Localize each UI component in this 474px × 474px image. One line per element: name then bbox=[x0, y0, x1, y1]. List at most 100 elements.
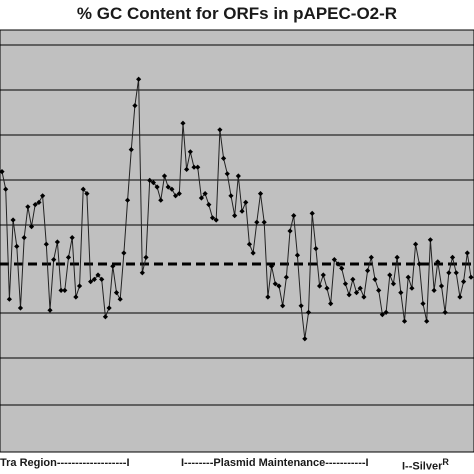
data-point bbox=[121, 250, 127, 256]
data-point bbox=[154, 184, 160, 190]
data-point bbox=[202, 191, 208, 197]
data-point bbox=[51, 257, 57, 263]
data-point bbox=[331, 257, 337, 263]
data-point bbox=[342, 281, 349, 287]
data-point bbox=[257, 191, 264, 197]
data-point bbox=[272, 281, 278, 287]
data-point bbox=[128, 147, 134, 153]
data-point bbox=[172, 193, 179, 199]
data-point bbox=[431, 287, 437, 293]
data-point bbox=[464, 250, 470, 256]
data-point bbox=[413, 241, 419, 247]
data-point bbox=[298, 303, 304, 309]
data-point bbox=[40, 193, 46, 199]
data-point bbox=[265, 294, 271, 300]
data-point bbox=[76, 283, 83, 289]
data-point bbox=[195, 164, 201, 170]
data-point bbox=[364, 268, 371, 274]
data-point bbox=[143, 254, 149, 260]
data-point bbox=[291, 213, 297, 219]
data-point bbox=[36, 199, 42, 205]
data-point bbox=[17, 305, 24, 311]
data-point bbox=[328, 301, 334, 307]
data-point bbox=[158, 197, 164, 203]
data-point bbox=[84, 191, 90, 197]
data-point bbox=[32, 202, 38, 208]
data-point bbox=[139, 270, 145, 276]
data-point bbox=[309, 210, 315, 216]
data-point bbox=[243, 199, 249, 205]
data-point bbox=[468, 274, 474, 280]
data-point bbox=[339, 265, 345, 271]
data-point bbox=[14, 243, 20, 249]
data-point bbox=[398, 290, 404, 296]
data-point bbox=[435, 259, 441, 265]
region-label-tra: Tra Region-------------------I bbox=[0, 457, 130, 469]
data-point bbox=[320, 272, 326, 278]
data-point bbox=[376, 287, 382, 293]
data-point bbox=[28, 224, 35, 230]
data-point bbox=[136, 76, 142, 82]
data-point bbox=[0, 169, 5, 175]
data-point bbox=[228, 193, 234, 199]
data-point bbox=[379, 312, 385, 318]
data-point bbox=[213, 217, 219, 223]
data-point bbox=[73, 294, 79, 300]
data-point bbox=[394, 254, 400, 260]
data-point bbox=[424, 318, 430, 324]
data-point bbox=[117, 296, 123, 302]
region-label-silver: I--SilverR bbox=[402, 457, 449, 473]
data-point bbox=[99, 276, 105, 282]
data-point bbox=[206, 202, 212, 208]
data-point bbox=[209, 215, 216, 221]
data-point bbox=[405, 274, 411, 280]
data-point bbox=[401, 318, 408, 324]
data-point bbox=[124, 197, 131, 203]
data-point bbox=[161, 173, 168, 179]
data-point bbox=[88, 279, 94, 285]
data-point bbox=[80, 186, 86, 192]
data-point bbox=[283, 274, 289, 280]
data-point bbox=[239, 208, 245, 214]
data-point bbox=[246, 241, 253, 247]
chart-title: % GC Content for ORFs in pAPEC-O2-R bbox=[76, 4, 398, 23]
data-point bbox=[235, 173, 241, 179]
data-point bbox=[442, 309, 448, 315]
data-point bbox=[21, 235, 27, 241]
data-point bbox=[350, 276, 356, 282]
data-point bbox=[54, 239, 60, 245]
data-point bbox=[453, 270, 459, 276]
data-point bbox=[43, 241, 49, 247]
data-point bbox=[113, 290, 120, 296]
data-point bbox=[180, 120, 186, 126]
data-point bbox=[176, 191, 182, 197]
data-point bbox=[169, 186, 175, 192]
data-point bbox=[372, 276, 378, 282]
data-point bbox=[449, 254, 456, 260]
data-point bbox=[3, 186, 9, 192]
data-point bbox=[91, 276, 97, 282]
data-point bbox=[191, 164, 197, 170]
data-point bbox=[438, 283, 445, 289]
data-point bbox=[217, 127, 223, 133]
data-point bbox=[25, 204, 31, 210]
data-point bbox=[353, 290, 360, 296]
data-point bbox=[187, 149, 193, 155]
data-point bbox=[198, 195, 205, 201]
data-point bbox=[390, 281, 397, 287]
data-point bbox=[280, 303, 286, 309]
data-point bbox=[383, 309, 389, 315]
data-point bbox=[106, 305, 112, 311]
data-point bbox=[316, 283, 323, 289]
data-point bbox=[313, 246, 319, 252]
data-point bbox=[58, 287, 64, 293]
data-point bbox=[294, 252, 301, 258]
data-point bbox=[65, 254, 72, 260]
data-point bbox=[287, 228, 293, 234]
data-point bbox=[250, 250, 256, 256]
data-point bbox=[95, 272, 101, 278]
data-point bbox=[165, 184, 171, 190]
data-point bbox=[420, 301, 426, 307]
data-point bbox=[132, 103, 138, 109]
